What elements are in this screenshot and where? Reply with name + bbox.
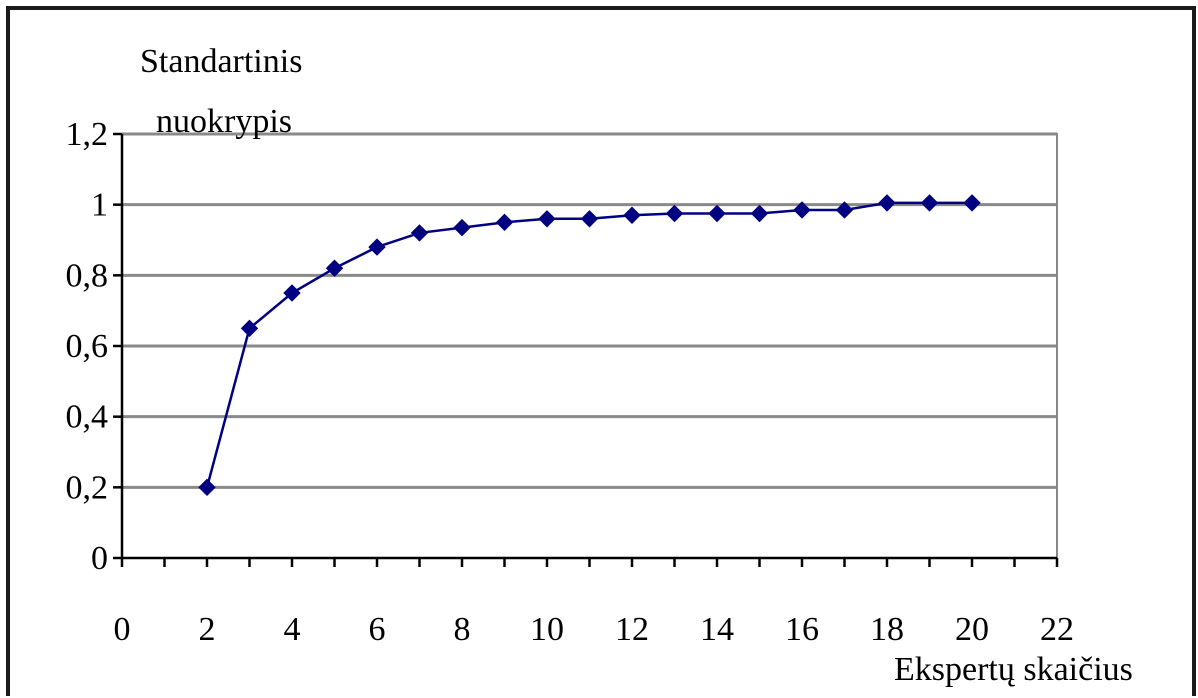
y-tick-label: 0,2 <box>66 469 109 506</box>
x-tick-label: 0 <box>114 611 131 648</box>
x-tick-label: 2 <box>199 611 216 648</box>
x-tick-label: 10 <box>530 611 564 648</box>
data-point <box>410 224 429 242</box>
data-point <box>580 210 599 228</box>
line-chart: 0 0,2 0,4 0,6 0,8 1 1,2 0 2 4 6 8 10 12 14 16 18 20 22 St… <box>66 43 1133 688</box>
data-point <box>835 201 854 219</box>
chart-frame: 0 0,2 0,4 0,6 0,8 1 1,2 0 2 4 6 8 10 12 14 16 18 20 22 St… <box>6 6 1196 696</box>
x-tick-label: 8 <box>454 611 471 648</box>
y-tick-label: 0,4 <box>66 399 109 436</box>
data-point <box>878 194 896 212</box>
data-series <box>198 194 981 497</box>
data-point <box>240 319 259 338</box>
data-point <box>963 194 981 212</box>
y-tick-label: 0 <box>91 540 108 577</box>
y-tick-label: 0,6 <box>66 328 109 365</box>
data-point <box>793 201 811 219</box>
x-tick-label: 4 <box>284 611 301 648</box>
data-point <box>325 259 344 277</box>
y-tick-label: 1,2 <box>66 116 109 153</box>
x-tick-labels: 0 2 4 6 8 10 12 14 16 18 20 22 <box>114 611 1075 648</box>
data-point <box>368 238 386 256</box>
x-tick-label: 22 <box>1040 611 1074 648</box>
data-point <box>665 204 684 223</box>
data-point <box>708 204 726 223</box>
data-point <box>283 284 301 302</box>
x-tick-label: 6 <box>369 611 386 648</box>
y-axis-label-line-2: nuokrypis <box>156 103 292 140</box>
x-tick-label: 16 <box>785 611 819 648</box>
data-point <box>538 210 556 228</box>
data-point <box>623 206 641 224</box>
data-point <box>198 478 216 497</box>
data-point <box>920 194 939 212</box>
data-point <box>495 213 514 232</box>
y-tick-label: 0,8 <box>66 257 109 294</box>
y-axis-label-line-1: Standartinis <box>140 43 302 80</box>
x-axis-label: Ekspertų skaičius <box>894 651 1133 688</box>
x-tick-label: 12 <box>615 611 649 648</box>
x-tick-label: 14 <box>700 611 734 648</box>
data-point <box>750 204 769 223</box>
x-tick-label: 20 <box>955 611 989 648</box>
axes <box>113 132 1059 567</box>
y-tick-label: 1 <box>91 187 108 224</box>
gridlines <box>122 132 1057 489</box>
data-point <box>453 218 471 237</box>
x-tick-label: 18 <box>870 611 904 648</box>
y-tick-labels: 0 0,2 0,4 0,6 0,8 1 1,2 <box>66 116 109 577</box>
